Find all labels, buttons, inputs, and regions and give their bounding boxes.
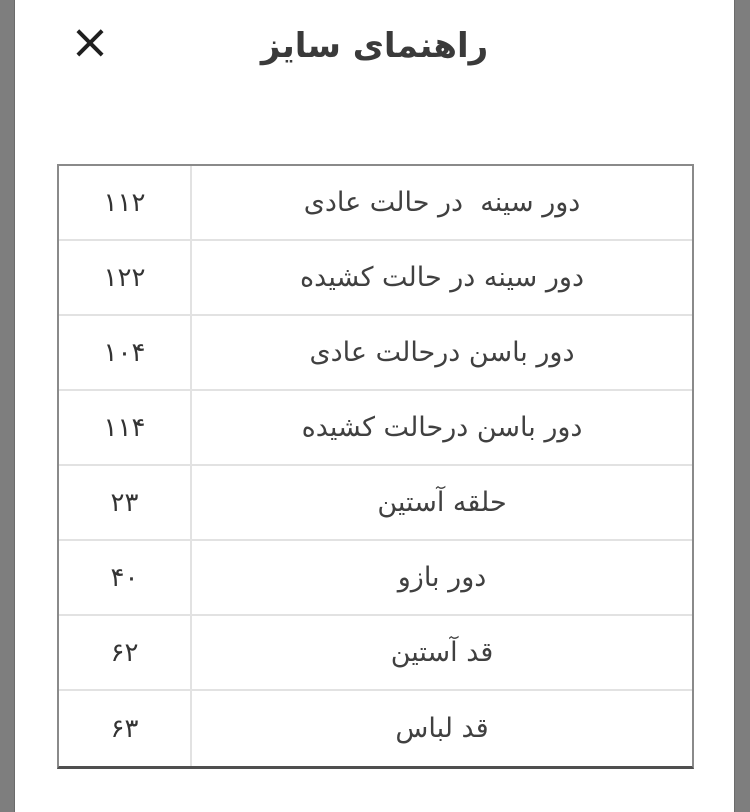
size-table-row: قد لباس ۶۳ (59, 691, 692, 766)
modal-header: × راهنمای سایز (14, 0, 735, 100)
size-table-row: دور سینه در حالت کشیده ۱۲۲ (59, 241, 692, 316)
measurement-label: دور سینه در حالت عادی (303, 187, 581, 218)
measurement-label: دور سینه در حالت کشیده (300, 262, 584, 293)
measurement-value: ۱۰۴ (59, 316, 192, 389)
measurement-label: دور بازو (397, 562, 487, 593)
modal-title: راهنمای سایز (260, 26, 489, 66)
size-table-row: قد آستین ۶۲ (59, 616, 692, 691)
backdrop-strip-right (734, 0, 750, 812)
measurement-value: ۱۲۲ (59, 241, 192, 314)
size-table-row: دور سینه در حالت عادی ۱۱۲ (59, 166, 692, 241)
measurement-label: دور باسن درحالت کشیده (301, 412, 583, 443)
close-icon[interactable]: × (66, 16, 114, 68)
backdrop-strip-left (0, 0, 15, 812)
measurement-label: دور باسن درحالت عادی (309, 337, 575, 368)
size-table: دور سینه در حالت عادی ۱۱۲ دور سینه در حا… (57, 164, 694, 769)
size-table-row: دور باسن درحالت کشیده ۱۱۴ (59, 391, 692, 466)
measurement-value: ۶۳ (59, 691, 192, 766)
measurement-value: ۶۲ (59, 616, 192, 689)
size-table-row: دور بازو ۴۰ (59, 541, 692, 616)
measurement-label: حلقه آستین (377, 487, 507, 518)
measurement-value: ۲۳ (59, 466, 192, 539)
measurement-value: ۱۱۴ (59, 391, 192, 464)
measurement-value: ۱۱۲ (59, 166, 192, 239)
measurement-value: ۴۰ (59, 541, 192, 614)
measurement-label: قد آستین (390, 637, 494, 668)
measurement-label: قد لباس (395, 713, 489, 744)
size-table-row: حلقه آستین ۲۳ (59, 466, 692, 541)
size-table-row: دور باسن درحالت عادی ۱۰۴ (59, 316, 692, 391)
